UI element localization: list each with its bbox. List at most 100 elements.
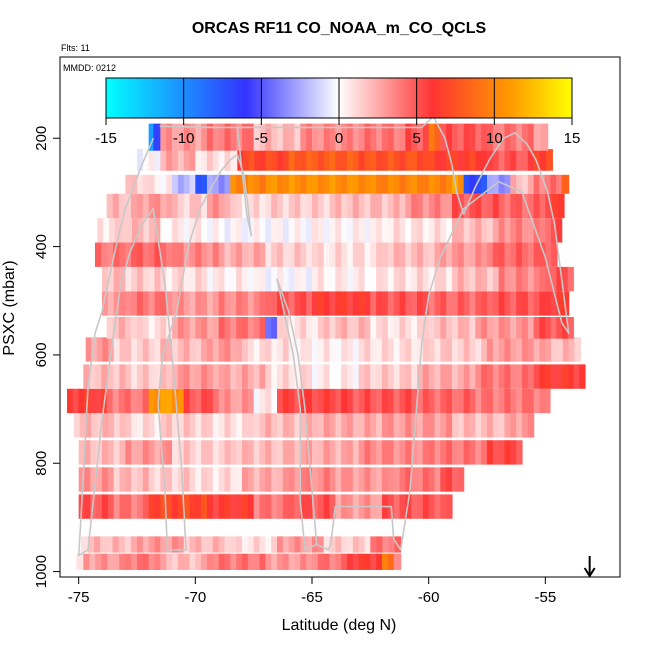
heatmap-cell bbox=[230, 337, 237, 362]
heatmap-cell bbox=[288, 291, 296, 316]
heatmap-cell bbox=[300, 123, 307, 151]
heatmap-cell bbox=[207, 440, 214, 465]
heatmap-cell bbox=[504, 218, 511, 243]
heatmap-cell bbox=[393, 193, 401, 219]
heatmap-cell bbox=[358, 149, 366, 171]
heatmap-cell bbox=[510, 364, 517, 389]
heatmap-cell bbox=[312, 413, 319, 438]
heatmap-cell bbox=[160, 123, 167, 151]
heatmap-cell bbox=[212, 149, 220, 171]
heatmap-cell bbox=[212, 553, 220, 570]
heatmap-cell bbox=[282, 388, 290, 414]
heatmap-cell bbox=[376, 388, 383, 414]
heatmap-cell bbox=[118, 193, 126, 219]
heatmap-cell bbox=[265, 174, 272, 194]
heatmap-cell bbox=[417, 317, 424, 339]
heatmap-cell bbox=[189, 364, 196, 389]
heatmap-cell bbox=[90, 467, 97, 492]
heatmap-cell bbox=[124, 536, 132, 553]
heatmap-cell bbox=[125, 440, 132, 465]
heatmap-cell bbox=[510, 413, 517, 438]
heatmap-cell bbox=[137, 467, 144, 492]
heatmap-cell bbox=[498, 242, 506, 267]
heatmap-cell bbox=[352, 266, 360, 292]
heatmap-cell bbox=[498, 174, 506, 194]
heatmap-cell bbox=[224, 174, 231, 194]
heatmap-cell bbox=[370, 317, 377, 339]
heatmap-cell bbox=[399, 337, 406, 362]
heatmap-cell bbox=[422, 193, 430, 219]
heatmap-cell bbox=[382, 123, 389, 151]
heatmap-cell bbox=[189, 193, 196, 219]
heatmap-cell bbox=[97, 218, 104, 243]
heatmap-cell bbox=[306, 218, 313, 243]
heatmap-cell bbox=[306, 317, 313, 339]
heatmap-cell bbox=[247, 413, 255, 438]
heatmap-cell bbox=[347, 467, 354, 492]
heatmap-cell bbox=[260, 149, 267, 171]
heatmap-cell bbox=[551, 242, 558, 267]
heatmap-cell bbox=[195, 494, 202, 519]
heatmap-cell bbox=[154, 317, 161, 339]
heatmap-cell bbox=[550, 266, 558, 292]
heatmap-cell bbox=[387, 337, 395, 362]
heatmap-cell bbox=[131, 266, 138, 292]
heatmap-cell bbox=[352, 364, 360, 389]
heatmap-cell bbox=[533, 291, 541, 316]
heatmap-cell bbox=[539, 317, 546, 339]
heatmap-cell bbox=[317, 364, 325, 389]
heatmap-cell bbox=[557, 337, 564, 362]
heatmap-cell bbox=[96, 467, 103, 492]
heatmap-cell bbox=[347, 174, 354, 194]
heatmap-cell bbox=[259, 317, 266, 339]
heatmap-cell bbox=[160, 218, 167, 243]
heatmap-cell bbox=[510, 440, 517, 465]
heatmap-cell bbox=[177, 266, 185, 292]
heatmap-cell bbox=[236, 440, 243, 465]
heatmap-cell bbox=[166, 467, 173, 492]
heatmap-cell bbox=[469, 123, 476, 151]
heatmap-cell bbox=[434, 388, 441, 414]
heatmap-cell bbox=[195, 337, 202, 362]
heatmap-cell bbox=[177, 494, 185, 519]
heatmap-cell bbox=[212, 467, 220, 492]
heatmap-cell bbox=[113, 337, 121, 362]
heatmap-cell bbox=[230, 440, 237, 465]
heatmap-cell bbox=[457, 317, 465, 339]
heatmap-cell bbox=[142, 553, 150, 570]
heatmap-cell bbox=[113, 440, 121, 465]
heatmap-cell bbox=[96, 494, 103, 519]
heatmap-cell bbox=[207, 123, 214, 151]
heatmap-cell bbox=[329, 413, 336, 438]
heatmap-cell bbox=[347, 388, 354, 414]
heatmap-cell bbox=[183, 193, 191, 219]
heatmap-cell bbox=[201, 317, 208, 339]
heatmap-cell bbox=[312, 218, 319, 243]
heatmap-cell bbox=[376, 440, 383, 465]
heatmap-cell bbox=[393, 291, 401, 316]
heatmap-cell bbox=[545, 291, 552, 316]
heatmap-cell bbox=[312, 317, 319, 339]
heatmap-cell bbox=[282, 218, 290, 243]
heatmap-cell bbox=[201, 413, 208, 438]
heatmap-cell bbox=[142, 440, 150, 465]
heatmap-cell bbox=[125, 494, 132, 519]
x-tick-label: -55 bbox=[534, 589, 556, 606]
heatmap-cell bbox=[107, 266, 115, 292]
heatmap-cell bbox=[271, 123, 278, 151]
heatmap-cell bbox=[166, 291, 173, 316]
heatmap-cell bbox=[96, 337, 104, 362]
heatmap-cell bbox=[224, 467, 231, 492]
heatmap-cell bbox=[475, 193, 482, 219]
heatmap-cell bbox=[212, 536, 220, 553]
heatmap-cell bbox=[154, 291, 161, 316]
heatmap-cell bbox=[522, 317, 529, 339]
heatmap-cell bbox=[230, 123, 237, 151]
heatmap-cell bbox=[212, 494, 220, 519]
heatmap-cell bbox=[130, 536, 138, 553]
heatmap-cell bbox=[160, 364, 167, 389]
heatmap-cell bbox=[102, 413, 109, 438]
heatmap-cell bbox=[545, 242, 552, 267]
heatmap-cell bbox=[112, 388, 120, 414]
heatmap-cell bbox=[230, 317, 237, 339]
